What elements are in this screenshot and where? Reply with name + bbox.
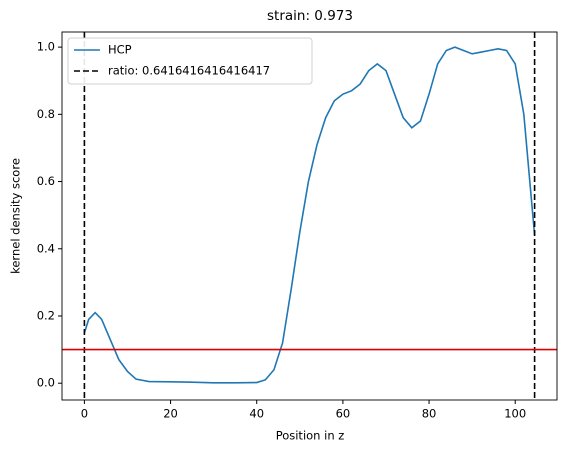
x-tick-label: 40	[249, 407, 264, 421]
legend-label: HCP	[108, 43, 132, 57]
data-line	[83, 46, 536, 384]
plot-area	[62, 32, 557, 400]
x-tick-label: 100	[504, 407, 526, 421]
x-axis-label: Position in z	[276, 429, 345, 443]
x-tick-label: 20	[163, 407, 178, 421]
y-tick-label: 0.0	[37, 376, 55, 390]
x-tick-label: 60	[336, 407, 351, 421]
axes-frame	[61, 31, 558, 401]
y-tick-label: 0.2	[37, 308, 55, 322]
y-axis-label: kernel density score	[9, 158, 23, 274]
legend-box	[67, 37, 313, 85]
y-tick-label: 1.0	[37, 40, 55, 54]
x-tick-label: 0	[81, 407, 88, 421]
y-tick-label: 0.6	[37, 174, 55, 188]
legend-label: ratio: 0.6416416416416417	[108, 64, 270, 78]
chart-title: strain: 0.973	[267, 8, 353, 24]
y-tick-label: 0.4	[37, 241, 55, 255]
y-tick-label: 0.8	[37, 107, 55, 121]
x-tick-label: 80	[422, 407, 437, 421]
